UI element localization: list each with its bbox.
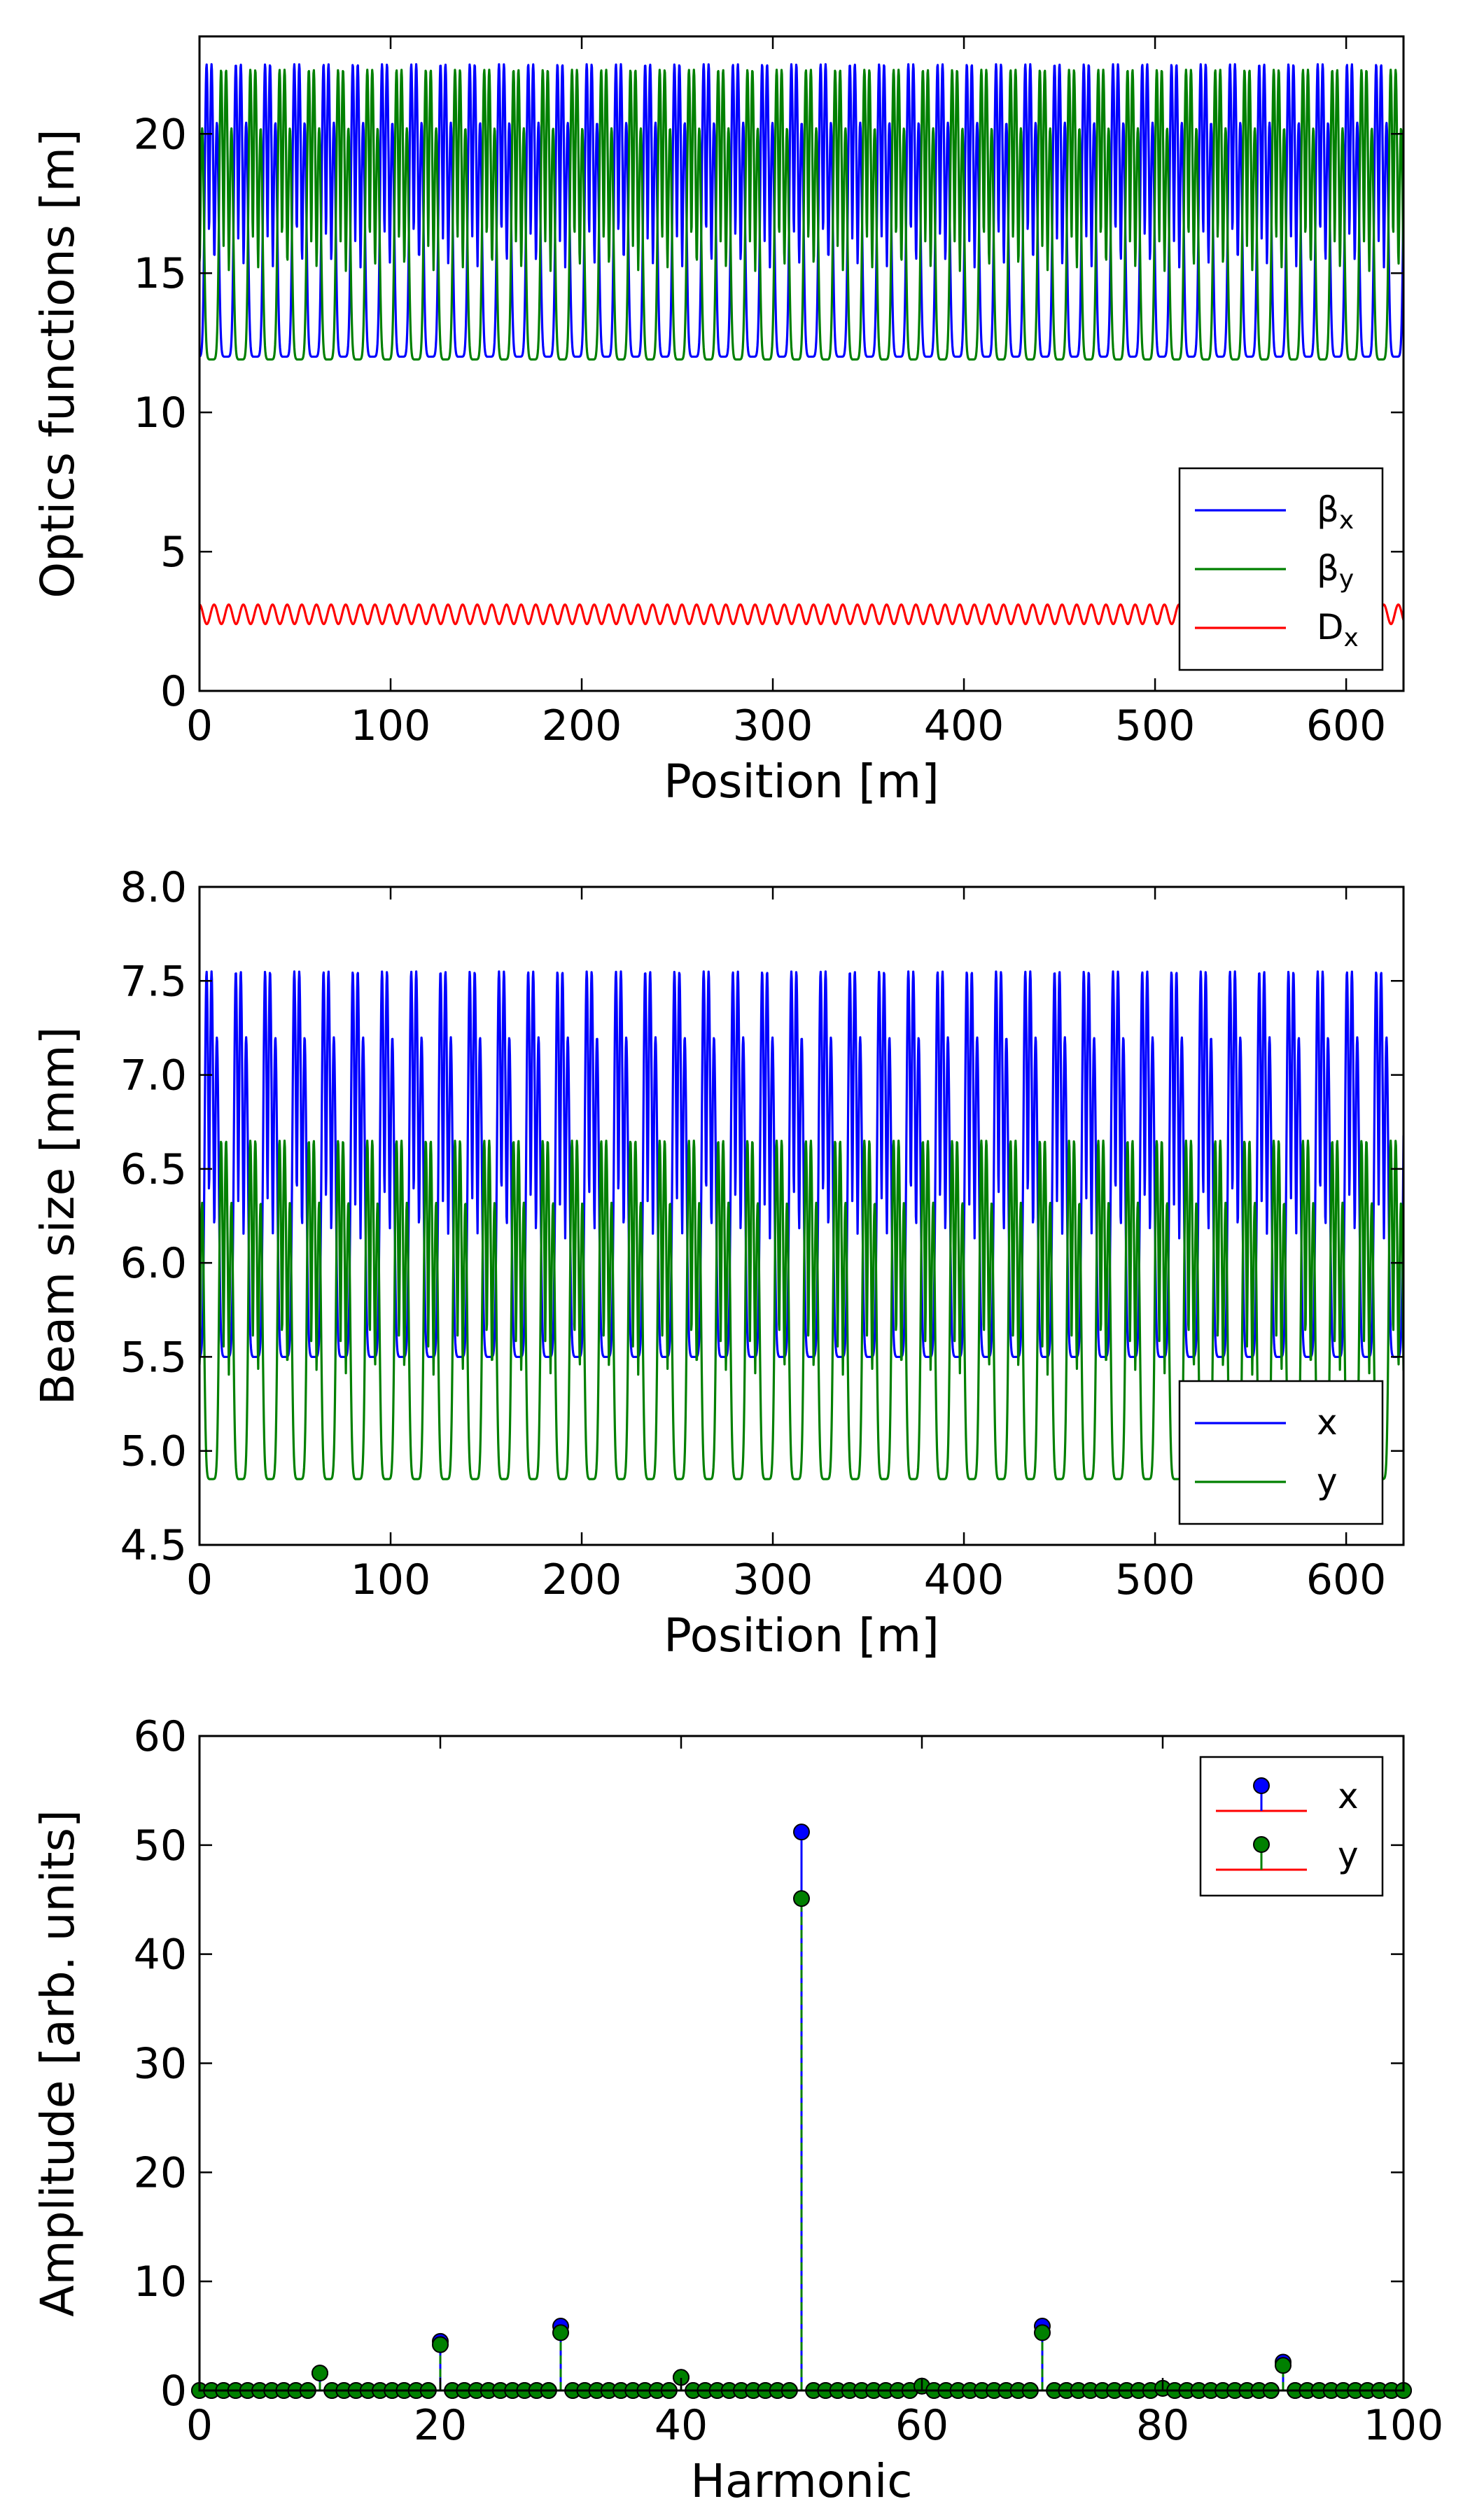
legend-label-base: β	[1317, 489, 1339, 530]
legend-label-βy: βy	[1317, 548, 1354, 594]
legend-label-y: y	[1317, 1461, 1338, 1502]
y-tick-label: 6.0	[120, 1239, 187, 1288]
y-tick-label: 10	[134, 2258, 187, 2306]
legend-label-Dx: Dx	[1317, 607, 1359, 652]
y-tick-label: 40	[134, 1931, 187, 1980]
beam-size-panel: 0 100 200 300 400 500 600 4.5 5.0 5.5 6.0 6.5 7.0 7.5…	[31, 863, 1405, 1662]
x-tick-label: 60	[895, 2401, 948, 2450]
x-tick-label: 80	[1136, 2401, 1189, 2450]
y-tick-label: 60	[134, 1712, 187, 1761]
legend-label-text: y	[1338, 1835, 1359, 1875]
x-tick-label: 200	[542, 1555, 622, 1604]
y-tick-label: 20	[134, 2148, 187, 2197]
legend-box	[1178, 1380, 1384, 1525]
y-tick-label: 50	[134, 1821, 187, 1870]
harmonic-spectrum-panel: 0 20 40 60 80 1000102030405060HarmonicAmplitu…	[31, 1712, 1443, 2508]
y-tick-label: 15	[134, 249, 187, 298]
legend-label-x: x	[1338, 1776, 1359, 1816]
x-tick-label: 100	[351, 701, 431, 750]
y-tick-label: 0	[160, 667, 187, 716]
stem-marker	[552, 2324, 569, 2342]
y-tick-label: 7.5	[120, 957, 187, 1006]
legend-label-sub: x	[1339, 506, 1354, 535]
y-tick-label: 6.5	[120, 1145, 187, 1194]
x-tick-label: 200	[542, 701, 622, 750]
legend-label-base: D	[1317, 607, 1344, 648]
x-tick-label: 0	[186, 1555, 213, 1604]
y-tick-label: 0	[160, 2367, 187, 2416]
y-tick-label: 5.0	[120, 1427, 187, 1476]
legend-label-x: x	[1317, 1402, 1338, 1443]
y-tick-label: 8.0	[120, 863, 187, 912]
legend-label-text: x	[1338, 1776, 1359, 1816]
x-tick-label: 600	[1306, 701, 1387, 750]
stem-marker	[1275, 2357, 1292, 2374]
legend: xy	[1178, 1380, 1384, 1525]
y-tick-label: 20	[134, 110, 187, 159]
legend-marker-x	[1253, 1777, 1270, 1794]
legend-label-βx: βx	[1317, 489, 1354, 535]
stem-marker	[432, 2336, 449, 2353]
y-tick-label: 5.5	[120, 1333, 187, 1382]
series-line-βy	[200, 69, 1404, 361]
y-axis-label: Beam size [mm]	[31, 1027, 85, 1406]
stem-marker	[793, 1823, 810, 1841]
y-axis-label: Optics functions [m]	[31, 129, 85, 598]
y-tick-label: 5	[160, 528, 187, 577]
x-tick-label: 0	[186, 701, 213, 750]
legend-label-sub: x	[1344, 624, 1359, 652]
x-axis-label: Harmonic	[690, 2454, 912, 2508]
x-tick-label: 500	[1115, 701, 1196, 750]
legend-label-text: x	[1317, 1402, 1338, 1443]
y-tick-label: 7.0	[120, 1051, 187, 1100]
x-tick-label: 600	[1306, 1555, 1387, 1604]
y-tick-label: 10	[134, 388, 187, 438]
series-line-x	[200, 970, 1404, 1359]
legend-label-base: β	[1317, 548, 1339, 589]
plot-frame	[198, 886, 1405, 1546]
x-tick-label: 20	[414, 2401, 467, 2450]
optics-functions-panel: 0 100 200 300 400 500 600 0 5 10 15 20 Position [m] O…	[31, 35, 1405, 808]
series-line-βx	[200, 63, 1404, 358]
plot-frame	[198, 35, 1405, 692]
x-tick-label: 400	[924, 1555, 1004, 1604]
legend-label-sub: y	[1339, 565, 1354, 594]
y-tick-label: 4.5	[120, 1521, 187, 1570]
x-tick-label: 400	[924, 701, 1004, 750]
x-tick-label: 40	[654, 2401, 708, 2450]
legend: xy	[1199, 1756, 1384, 1897]
x-tick-label: 300	[733, 701, 813, 750]
legend-marker-y	[1253, 1836, 1270, 1853]
stem-marker	[1034, 2324, 1051, 2342]
legend-label-text: y	[1317, 1461, 1338, 1502]
legend-label-y: y	[1338, 1835, 1359, 1875]
x-tick-label: 300	[733, 1555, 813, 1604]
y-tick-label: 30	[134, 2040, 187, 2089]
x-axis-label: Position [m]	[664, 1609, 939, 1662]
x-tick-label: 500	[1115, 1555, 1196, 1604]
stem-marker	[312, 2365, 328, 2382]
x-tick-label: 100	[1364, 2401, 1444, 2450]
legend-box	[1199, 1756, 1384, 1897]
stem-marker	[793, 1890, 810, 1907]
y-axis-label: Amplitude [arb. units]	[31, 1809, 85, 2316]
x-tick-label: 100	[351, 1555, 431, 1604]
x-tick-label: 0	[186, 2401, 213, 2450]
x-axis-label: Position [m]	[664, 755, 939, 808]
